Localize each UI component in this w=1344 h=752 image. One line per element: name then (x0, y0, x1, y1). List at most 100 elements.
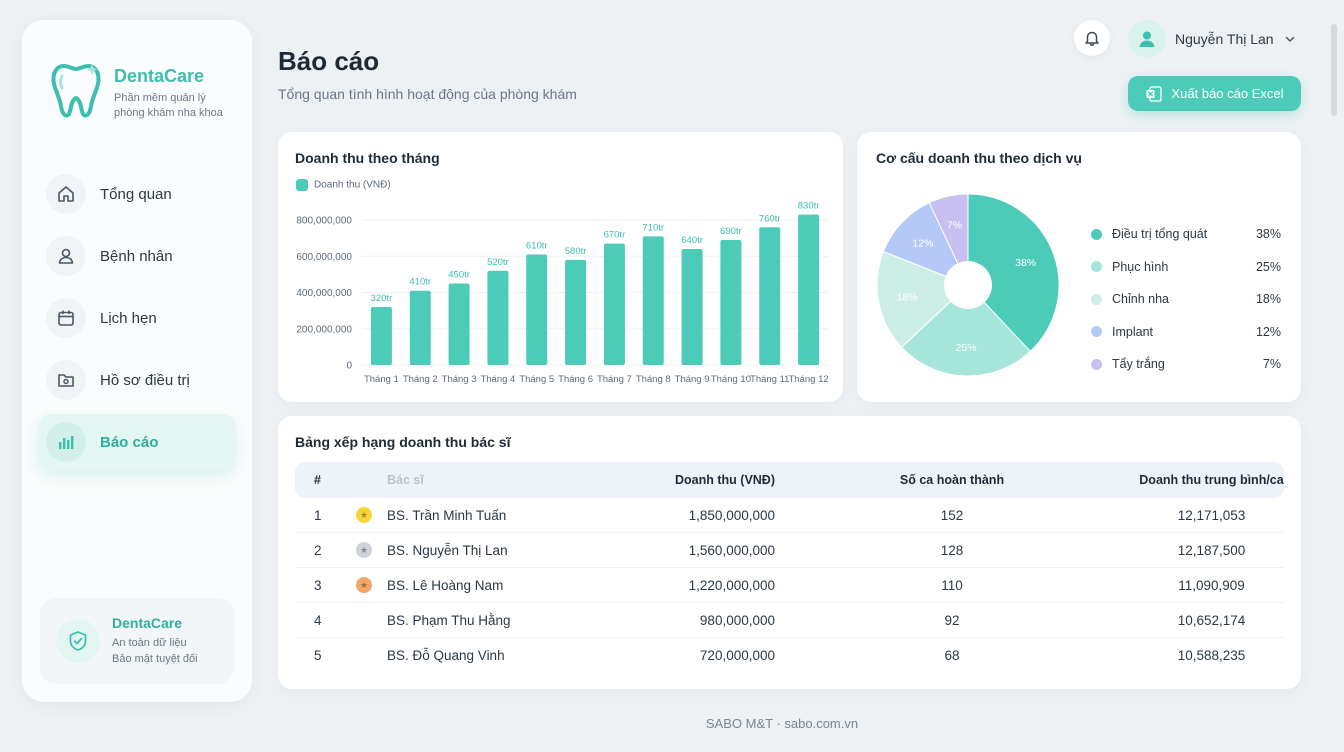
avatar (1128, 20, 1166, 58)
sidebar-item-patients[interactable]: Bệnh nhân (38, 228, 236, 284)
export-button-label: Xuất báo cáo Excel (1171, 86, 1284, 101)
avg-cell: 10,588,235 (1177, 648, 1246, 663)
data-label: 640tr (681, 235, 703, 246)
legend-swatch (296, 179, 308, 191)
legend-dot (1091, 228, 1102, 240)
legend-dot (1091, 358, 1102, 370)
data-label: 690tr (720, 226, 742, 237)
excel-icon (1146, 85, 1163, 102)
revenue-cell: 980,000,000 (699, 612, 775, 628)
avg-cell: 11,090,909 (1178, 577, 1245, 593)
rank-cell: 1 (314, 507, 322, 523)
data-label: 710tr (642, 222, 664, 233)
x-tick-label: Tháng 3 (442, 374, 477, 385)
pie-legend: Điều trị tổng quát 38% Phục hình 25% Chỉnh n… (1091, 218, 1281, 381)
brand-name: DentaCare (114, 66, 205, 86)
y-tick-label: 800,000,000 (296, 216, 352, 227)
x-tick-label: Tháng 8 (636, 374, 671, 385)
bar (603, 243, 625, 365)
slice-label: 25% (956, 342, 977, 354)
sidebar-nav: Tổng quan Bệnh nhân Lịch hẹn Hồ sơ điều … (38, 166, 236, 476)
doctor-ranking-card: Bảng xếp hạng doanh thu bác sĩ # Bác sĩ … (278, 416, 1301, 689)
page-title: Báo cáo (278, 46, 380, 76)
user-menu[interactable]: Nguyễn Thị Lan (1128, 20, 1296, 58)
pie-slice (882, 201, 969, 286)
table-row[interactable]: 2 ★ BS. Nguyễn Thị Lan 1,560,000,000 128 12,1… (295, 533, 1284, 568)
sidebar-item-reports[interactable]: Báo cáo (38, 414, 236, 470)
y-tick-label: 0 (346, 361, 352, 372)
legend-percent: 38% (1255, 227, 1281, 242)
medal-icon: ★ (356, 507, 372, 523)
legend-name: Tẩy trắng (1112, 357, 1165, 372)
x-tick-label: Tháng 2 (403, 374, 438, 385)
medal-icon: ★ (356, 542, 372, 558)
brand-subtitle-line2: phòng khám nha khoa (114, 107, 223, 119)
x-tick-label: Tháng 7 (597, 374, 632, 385)
export-excel-button[interactable]: Xuất báo cáo Excel (1128, 76, 1301, 111)
data-label: 410tr (409, 277, 431, 288)
footer: SABO M&T · sabo.com.vn (705, 716, 859, 731)
pie-legend-item: Chỉnh nha 18% (1091, 283, 1281, 316)
header-doctor: Bác sĩ (387, 473, 424, 487)
table-row[interactable]: 5 BS. Đỗ Quang Vinh 720,000,000 68 10,588,23… (295, 638, 1284, 673)
data-label: 760tr (759, 213, 781, 224)
table-body: 1 ★ BS. Trần Minh Tuấn 1,850,000,000 152 12,1… (295, 498, 1284, 673)
data-label: 830tr (798, 201, 820, 212)
scrollbar[interactable] (1331, 24, 1337, 116)
tooth-logo-icon (51, 64, 101, 118)
sidebar-item-label: Lịch hẹn (100, 309, 157, 327)
user-icon (46, 236, 86, 276)
table-row[interactable]: 1 ★ BS. Trần Minh Tuấn 1,850,000,000 152 12,1… (295, 498, 1284, 533)
shield-icon (56, 619, 100, 663)
table-title: Bảng xếp hạng doanh thu bác sĩ (295, 434, 511, 450)
data-label: 610tr (526, 240, 548, 251)
sidebar-item-appointments[interactable]: Lịch hẹn (38, 290, 236, 346)
legend-percent: 7% (1262, 357, 1281, 372)
sidebar-item-label: Báo cáo (100, 433, 159, 451)
data-label: 670tr (604, 230, 626, 241)
security-card: DentaCare An toàn dữ liệu Bảo mật tuyệt … (40, 598, 234, 684)
header-cases: Số ca hoàn thành (899, 473, 1005, 487)
monthly-revenue-card: Doanh thu theo tháng Doanh thu (VNĐ) 0 20… (278, 132, 843, 402)
pie-legend-item: Phục hình 25% (1091, 251, 1281, 284)
y-tick-label: 200,000,000 (296, 324, 352, 335)
legend-percent: 18% (1255, 292, 1281, 307)
doctor-name-cell: BS. Trần Minh Tuấn (387, 507, 507, 523)
brand-subtitle: Phần mềm quản lý phòng khám nha khoa (114, 91, 223, 121)
bar (565, 259, 587, 365)
sidebar-item-treatment-records[interactable]: Hồ sơ điều trị (38, 352, 236, 408)
x-tick-label: Tháng 11 (750, 374, 789, 385)
x-tick-label: Tháng 6 (558, 374, 593, 385)
chevron-down-icon (1285, 36, 1294, 42)
bar-chart-icon (46, 422, 86, 462)
legend-name: Implant (1112, 324, 1153, 339)
data-label: 580tr (565, 246, 587, 257)
legend-percent: 25% (1255, 259, 1281, 274)
sidebar-item-label: Bệnh nhân (100, 247, 173, 265)
brand-subtitle-line1: Phần mềm quản lý (114, 92, 206, 104)
y-tick-label: 600,000,000 (296, 252, 352, 263)
table-row[interactable]: 4 BS. Phạm Thu Hằng 980,000,000 92 10,652,17… (295, 603, 1284, 638)
revenue-cell: 1,850,000,000 (688, 507, 775, 523)
sidebar-item-label: Hồ sơ điều trị (100, 371, 190, 389)
notification-button[interactable] (1074, 20, 1110, 56)
table-row[interactable]: 3 ★ BS. Lê Hoàng Nam 1,220,000,000 110 11,090… (295, 568, 1284, 603)
pie-slice (876, 250, 969, 349)
user-avatar-icon (1139, 31, 1155, 47)
x-tick-label: Tháng 1 (364, 374, 399, 385)
bell-icon (1085, 31, 1099, 46)
revenue-cell: 1,560,000,000 (688, 542, 775, 558)
pie-slice (900, 284, 1032, 377)
medal-cell: ★ (341, 507, 387, 523)
legend-dot (1091, 326, 1102, 338)
legend-name: Chỉnh nha (1112, 292, 1169, 307)
avg-cell: 12,171,053 (1177, 507, 1246, 523)
sidebar-item-overview[interactable]: Tổng quan (38, 166, 236, 222)
x-tick-label: Tháng 5 (519, 374, 554, 385)
avg-cell: 10,652,174 (1177, 612, 1246, 628)
slice-label: 7% (947, 219, 962, 231)
doctor-name-cell: BS. Đỗ Quang Vinh (387, 648, 505, 663)
legend-percent: 12% (1255, 324, 1281, 339)
x-tick-label: Tháng 10 (711, 374, 751, 385)
rank-cell: 4 (314, 612, 322, 628)
